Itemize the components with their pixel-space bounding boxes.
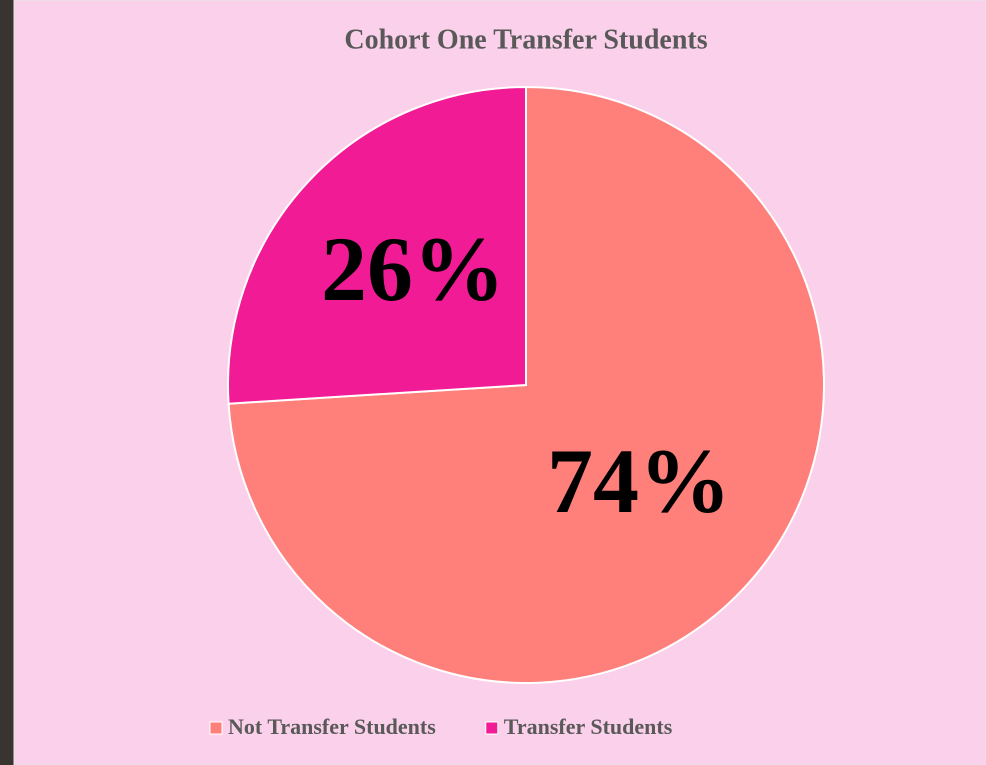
photo-edge [0, 0, 14, 765]
legend-label: Not Transfer Students [228, 714, 436, 739]
data-label: 26% [321, 218, 505, 320]
data-label: 74% [547, 430, 731, 532]
legend-swatch [210, 722, 222, 734]
chart-title: Cohort One Transfer Students [344, 24, 707, 55]
legend-swatch [486, 722, 498, 734]
legend-label: Transfer Students [504, 714, 673, 739]
page: {"chart_data": {"type": "pie", "title": … [0, 0, 986, 765]
chart: Cohort One Transfer Students 74% 26% Not T… [0, 0, 986, 765]
